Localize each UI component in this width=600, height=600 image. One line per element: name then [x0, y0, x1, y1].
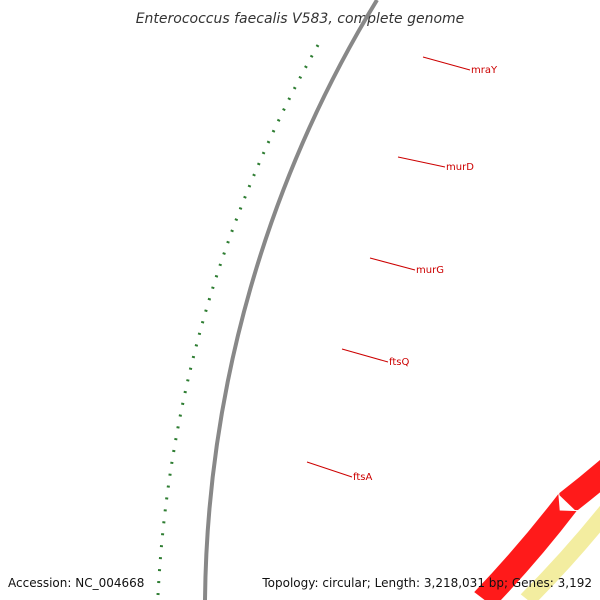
gene-leader-line [341, 348, 389, 363]
forward-gene-arrow [472, 491, 579, 600]
topology-text: Topology: circular; Length: 3,218,031 bp… [261, 576, 592, 590]
tick-ring [156, 44, 320, 596]
backbone-ring [203, 0, 379, 600]
gene-leader-line [397, 156, 446, 168]
map-title: Enterococcus faecalis V583, complete gen… [136, 11, 465, 27]
gene-label: ftsA [353, 472, 372, 483]
gene-label: murD [446, 162, 474, 173]
cog-category-band [519, 504, 600, 600]
gene-label: mraY [471, 65, 498, 76]
gene-leader-line [422, 56, 471, 71]
forward-gene-arrow [556, 458, 600, 513]
gene-label: ftsQ [389, 357, 409, 368]
gene-label: murG [416, 265, 444, 276]
gene-leader-line [306, 461, 353, 478]
accession-text: Accession: NC_004668 [8, 576, 144, 590]
gene-leader-line [369, 257, 416, 271]
feature-layer [473, 189, 600, 600]
gene-label-layer: mraY murD murG ftsQ ftsA [306, 56, 498, 483]
